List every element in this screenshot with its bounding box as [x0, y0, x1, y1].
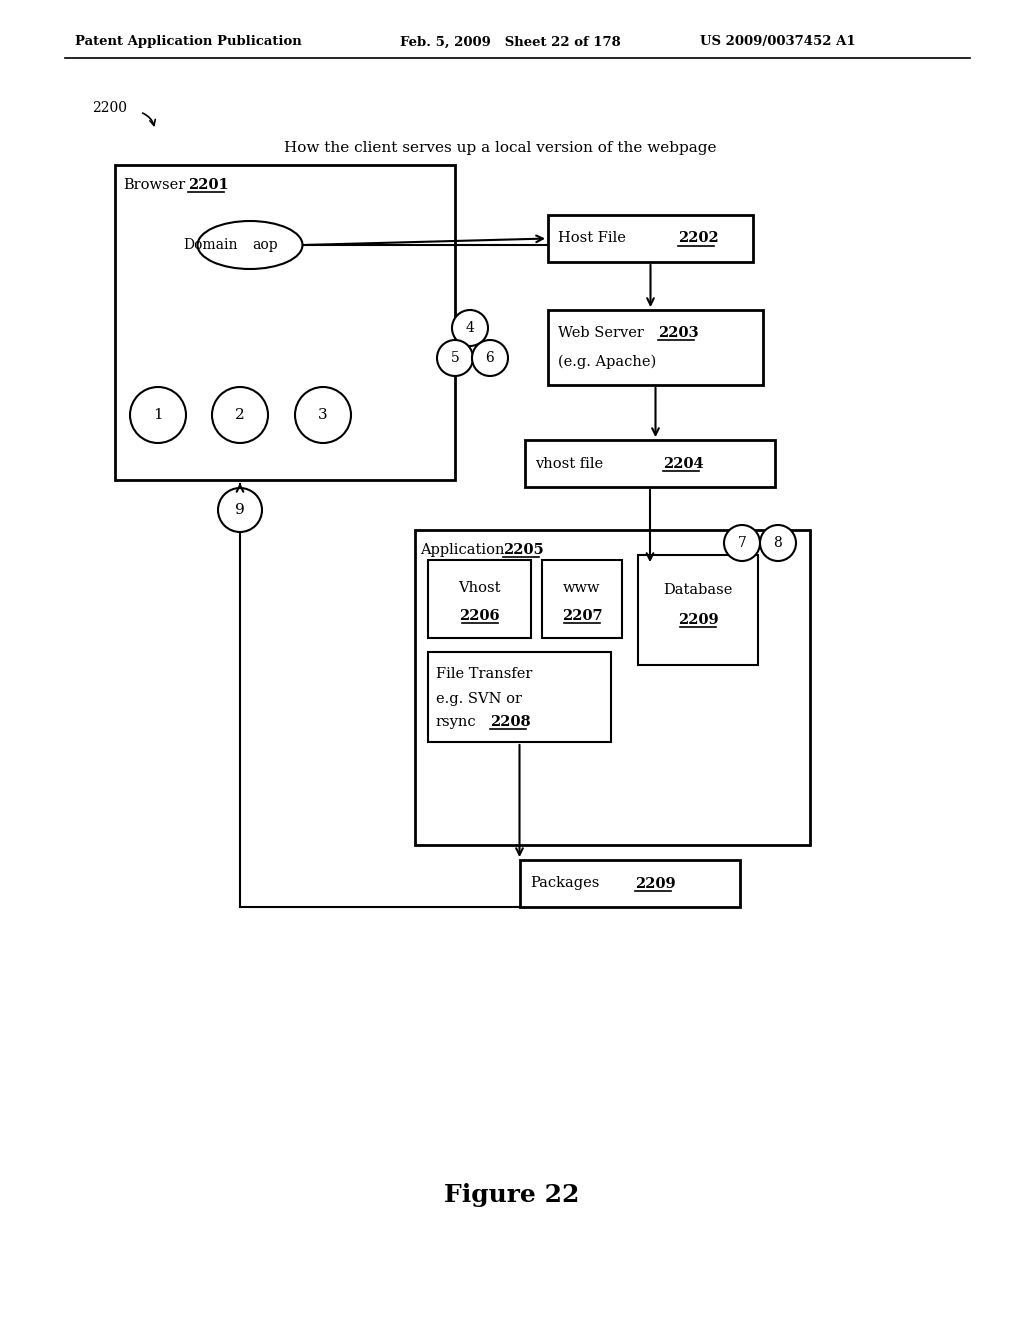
Text: vhost file: vhost file — [535, 457, 603, 470]
Text: 8: 8 — [773, 536, 782, 550]
Text: 2203: 2203 — [658, 326, 698, 341]
Text: 2208: 2208 — [490, 715, 530, 729]
Text: 2204: 2204 — [663, 457, 703, 470]
Text: US 2009/0037452 A1: US 2009/0037452 A1 — [700, 36, 856, 49]
Text: 2207: 2207 — [562, 609, 602, 623]
Bar — [415, 531, 810, 845]
Text: 1: 1 — [154, 408, 163, 422]
Bar — [548, 215, 753, 261]
Text: 2: 2 — [236, 408, 245, 422]
Text: 7: 7 — [737, 536, 746, 550]
Text: 3: 3 — [318, 408, 328, 422]
Bar — [428, 652, 611, 742]
Bar — [428, 560, 531, 638]
Text: Database: Database — [664, 583, 733, 597]
Text: 9: 9 — [236, 503, 245, 517]
Text: e.g. SVN or: e.g. SVN or — [436, 692, 522, 706]
Text: Patent Application Publication: Patent Application Publication — [75, 36, 302, 49]
Text: How the client serves up a local version of the webpage: How the client serves up a local version… — [284, 141, 716, 154]
Text: Web Server: Web Server — [558, 326, 644, 341]
Text: Vhost: Vhost — [459, 581, 501, 595]
Text: 2201: 2201 — [188, 178, 228, 191]
Ellipse shape — [198, 220, 302, 269]
Circle shape — [760, 525, 796, 561]
Text: rsync: rsync — [436, 715, 476, 729]
Text: Feb. 5, 2009   Sheet 22 of 178: Feb. 5, 2009 Sheet 22 of 178 — [400, 36, 621, 49]
Text: Host File: Host File — [558, 231, 626, 246]
Text: Domain: Domain — [183, 238, 238, 252]
Text: 2206: 2206 — [459, 609, 500, 623]
Text: (e.g. Apache): (e.g. Apache) — [558, 355, 656, 370]
Text: File Transfer: File Transfer — [436, 667, 532, 681]
Text: 4: 4 — [466, 321, 474, 335]
Text: 2202: 2202 — [678, 231, 719, 246]
Text: 2209: 2209 — [678, 612, 718, 627]
Bar — [542, 560, 622, 638]
Bar — [115, 165, 455, 480]
Circle shape — [452, 310, 488, 346]
Text: aop: aop — [252, 238, 278, 252]
Circle shape — [437, 341, 473, 376]
Text: Application: Application — [420, 543, 505, 557]
Text: 2205: 2205 — [503, 543, 544, 557]
Text: 5: 5 — [451, 351, 460, 366]
Circle shape — [212, 387, 268, 444]
Circle shape — [724, 525, 760, 561]
Bar — [638, 554, 758, 665]
Bar — [520, 861, 740, 907]
Text: 6: 6 — [485, 351, 495, 366]
Bar — [525, 440, 775, 487]
Circle shape — [295, 387, 351, 444]
Circle shape — [218, 488, 262, 532]
Text: Browser: Browser — [123, 178, 185, 191]
Text: www: www — [563, 581, 601, 595]
Text: Packages: Packages — [530, 876, 599, 891]
Circle shape — [130, 387, 186, 444]
Bar — [548, 310, 763, 385]
Text: Figure 22: Figure 22 — [444, 1183, 580, 1206]
Circle shape — [472, 341, 508, 376]
Text: 2209: 2209 — [635, 876, 676, 891]
Text: 2200: 2200 — [92, 102, 127, 115]
